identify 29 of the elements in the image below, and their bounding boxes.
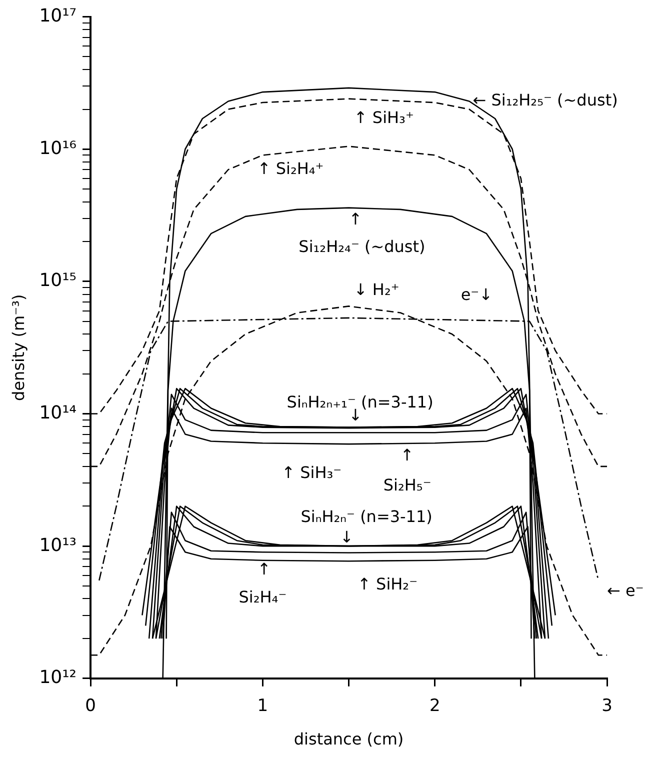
annotation: Si₂H₄⁻ [238, 588, 287, 607]
y-tick-label: 10¹³ [39, 534, 77, 556]
annotation: Si₁₂H₂₄⁻ (~dust) [298, 236, 426, 256]
annotation: e⁻↓ [460, 285, 493, 304]
annotation: ← Si₁₂H₂₅⁻ (~dust) [472, 90, 618, 110]
annotation: ↑ SiH₃⁺ [354, 108, 414, 127]
x-tick-label: 1 [257, 696, 268, 716]
annotation: ↑ [400, 445, 414, 464]
x-tick-label: 2 [429, 696, 440, 716]
annotation: SiₙH₂ₙ⁻ (n=3-11) [300, 506, 432, 526]
annotation: ↑ SiH₂⁻ [358, 574, 418, 594]
annotation: ↑ SiH₃⁻ [282, 463, 342, 482]
x-tick-label: 0 [85, 696, 96, 716]
y-tick-label: 10¹⁷ [39, 5, 77, 26]
y-tick-label: 10¹⁴ [39, 402, 77, 424]
y-tick-label: 10¹² [39, 667, 77, 688]
annotation: Si₂H₅⁻ [383, 476, 432, 495]
annotation: ↓ H₂⁺ [354, 280, 400, 299]
x-tick-label: 3 [602, 696, 612, 716]
annotation: ↑ [348, 210, 362, 229]
annotation: ↑ Si₂H₄⁺ [257, 158, 324, 178]
annotation: ← e⁻ [607, 580, 644, 600]
y-tick-label: 10¹⁵ [39, 270, 77, 292]
annotation: ↓ [340, 527, 354, 546]
annotation: ↑ [257, 560, 271, 579]
x-axis-title: distance (cm) [294, 730, 404, 749]
annotation: ↓ [348, 406, 362, 425]
y-tick-label: 10¹⁶ [39, 138, 77, 159]
y-axis-title: density (m⁻³) [8, 294, 28, 401]
